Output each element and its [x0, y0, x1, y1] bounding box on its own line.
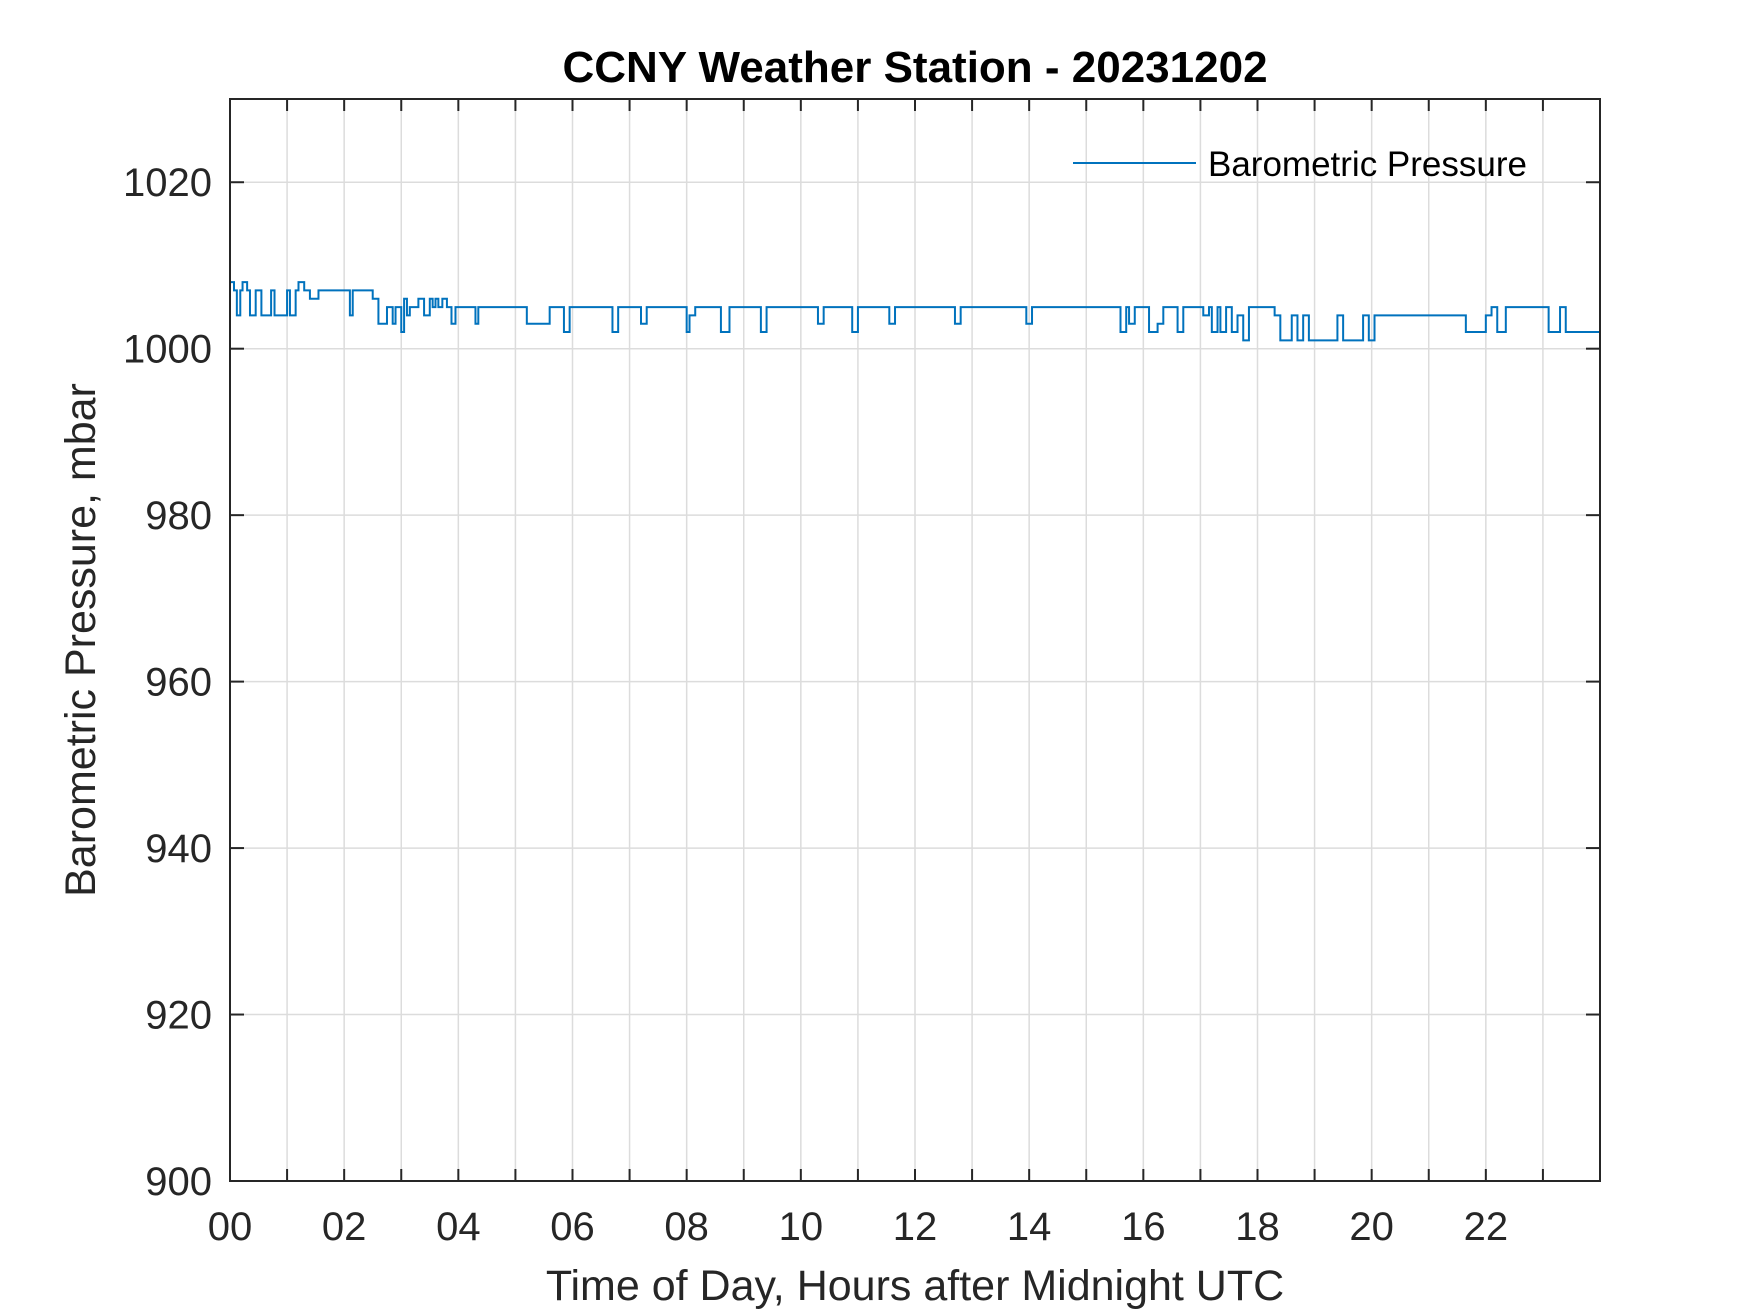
x-tick-label: 14	[1007, 1205, 1052, 1249]
y-tick-label: 1000	[123, 328, 212, 372]
x-tick-label: 22	[1464, 1205, 1509, 1249]
y-tick-label: 960	[145, 661, 212, 705]
x-tick-label: 04	[436, 1205, 481, 1249]
y-tick-label: 1020	[123, 161, 212, 205]
x-tick-label: 02	[322, 1205, 367, 1249]
y-tick-labels: 900 920 940 960 980 1000 1020	[123, 161, 212, 1204]
legend: Barometric Pressure	[1073, 145, 1527, 184]
y-tick-label: 900	[145, 1160, 212, 1204]
y-tick-label: 920	[145, 994, 212, 1038]
plot-frame	[229, 98, 1601, 1182]
x-tick-label: 00	[208, 1205, 253, 1249]
x-tick-label: 06	[550, 1205, 595, 1249]
legend-label-barometric-pressure: Barometric Pressure	[1208, 145, 1527, 184]
x-axis-label: Time of Day, Hours after Midnight UTC	[546, 1262, 1284, 1310]
y-tick-label: 980	[145, 494, 212, 538]
x-tick-label: 10	[779, 1205, 824, 1249]
series-layer	[230, 281, 1601, 342]
y-tick-label: 940	[145, 827, 212, 871]
x-tick-labels: 00 02 04 06 08 10 12 14 16 18 20 22	[208, 1205, 1508, 1249]
x-tick-label: 18	[1235, 1205, 1280, 1249]
ticks	[230, 99, 1600, 1182]
chart-title: CCNY Weather Station - 20231202	[562, 43, 1267, 92]
x-tick-label: 08	[664, 1205, 709, 1249]
grid	[230, 99, 1600, 1181]
x-tick-label: 12	[893, 1205, 938, 1249]
y-axis-label: Barometric Pressure, mbar	[57, 383, 105, 897]
x-tick-label: 20	[1349, 1205, 1394, 1249]
series-line-barometric-pressure	[230, 281, 1601, 342]
x-tick-label: 16	[1121, 1205, 1166, 1249]
